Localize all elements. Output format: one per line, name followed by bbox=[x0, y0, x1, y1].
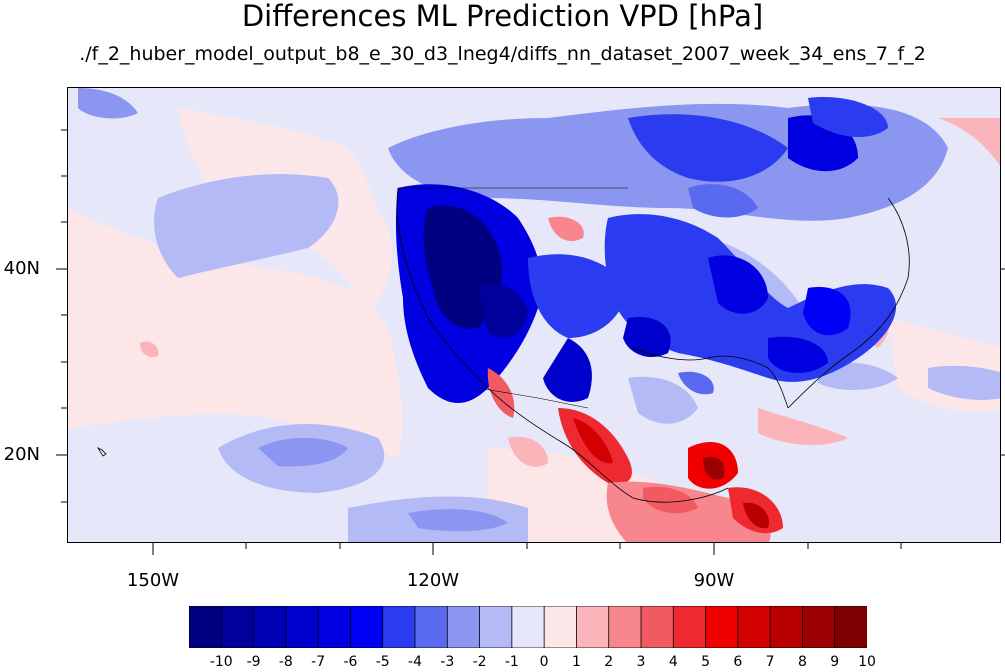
field-pacific-blue bbox=[154, 174, 339, 278]
colorbar-segment bbox=[253, 606, 287, 648]
colorbar bbox=[189, 606, 867, 648]
coastline-atlantic bbox=[787, 197, 910, 409]
colorbar-label: 3 bbox=[636, 654, 646, 670]
colorbar-label: 10 bbox=[858, 654, 876, 670]
colorbar-segment bbox=[543, 606, 578, 648]
colorbar-label: 9 bbox=[830, 654, 840, 670]
colorbar-label: 0 bbox=[539, 654, 549, 670]
colorbar-label: -7 bbox=[311, 654, 326, 670]
colorbar-label: -3 bbox=[440, 654, 455, 670]
colorbar-segment bbox=[220, 606, 255, 648]
colorbar-segment bbox=[672, 606, 707, 648]
colorbar-segment bbox=[608, 606, 642, 648]
colorbar-segment bbox=[802, 606, 836, 648]
colorbar-label: 2 bbox=[604, 654, 614, 670]
colorbar-label: -5 bbox=[375, 654, 390, 670]
lat-label-40n: 40N bbox=[3, 258, 40, 279]
lon-label-90w: 90W bbox=[693, 570, 735, 591]
colorbar-segment bbox=[576, 606, 610, 648]
colorbar-label: -6 bbox=[343, 654, 358, 670]
colorbar-segment bbox=[414, 606, 449, 648]
colorbar-label: 4 bbox=[668, 654, 678, 670]
colorbar-segment bbox=[382, 606, 416, 648]
colorbar-segment bbox=[479, 606, 513, 648]
colorbar-segment bbox=[350, 606, 384, 648]
colorbar-label: -1 bbox=[504, 654, 519, 670]
colorbar-segment bbox=[640, 606, 675, 648]
border-us-mexico bbox=[477, 387, 589, 409]
vpd-difference-field bbox=[68, 88, 1000, 542]
coastline-pacific bbox=[396, 187, 729, 503]
map-title: Differences ML Prediction VPD [hPa] bbox=[241, 0, 764, 33]
map-plot-area bbox=[67, 87, 1001, 543]
colorbar-label: -9 bbox=[246, 654, 261, 670]
lon-label-150w: 150W bbox=[126, 570, 180, 591]
colorbar-segment bbox=[189, 606, 223, 648]
colorbar-segment bbox=[737, 606, 772, 648]
colorbar-segment bbox=[285, 606, 320, 648]
lat-label-20n: 20N bbox=[3, 444, 40, 465]
colorbar-segment bbox=[705, 606, 739, 648]
colorbar-label: 8 bbox=[797, 654, 807, 670]
colorbar-label: -10 bbox=[209, 654, 233, 670]
colorbar-segment bbox=[446, 606, 481, 648]
colorbar-label: 5 bbox=[701, 654, 711, 670]
colorbar-segment bbox=[769, 606, 804, 648]
coastline-gulf bbox=[632, 347, 789, 409]
colorbar-segment bbox=[317, 606, 352, 648]
map-subtitle: ./f_2_huber_model_output_b8_e_30_d3_lneg… bbox=[79, 43, 926, 65]
hawaii-outline bbox=[96, 447, 107, 457]
colorbar-segment bbox=[834, 606, 867, 648]
field-pacific-pink bbox=[68, 208, 403, 458]
colorbar-label: -2 bbox=[472, 654, 487, 670]
colorbar-label: -4 bbox=[408, 654, 422, 670]
colorbar-label: 6 bbox=[733, 654, 743, 670]
lon-label-120w: 120W bbox=[406, 570, 460, 591]
colorbar-label: 7 bbox=[765, 654, 775, 670]
colorbar-label: 1 bbox=[571, 654, 581, 670]
colorbar-segment bbox=[511, 606, 546, 648]
colorbar-label: -8 bbox=[278, 654, 293, 670]
